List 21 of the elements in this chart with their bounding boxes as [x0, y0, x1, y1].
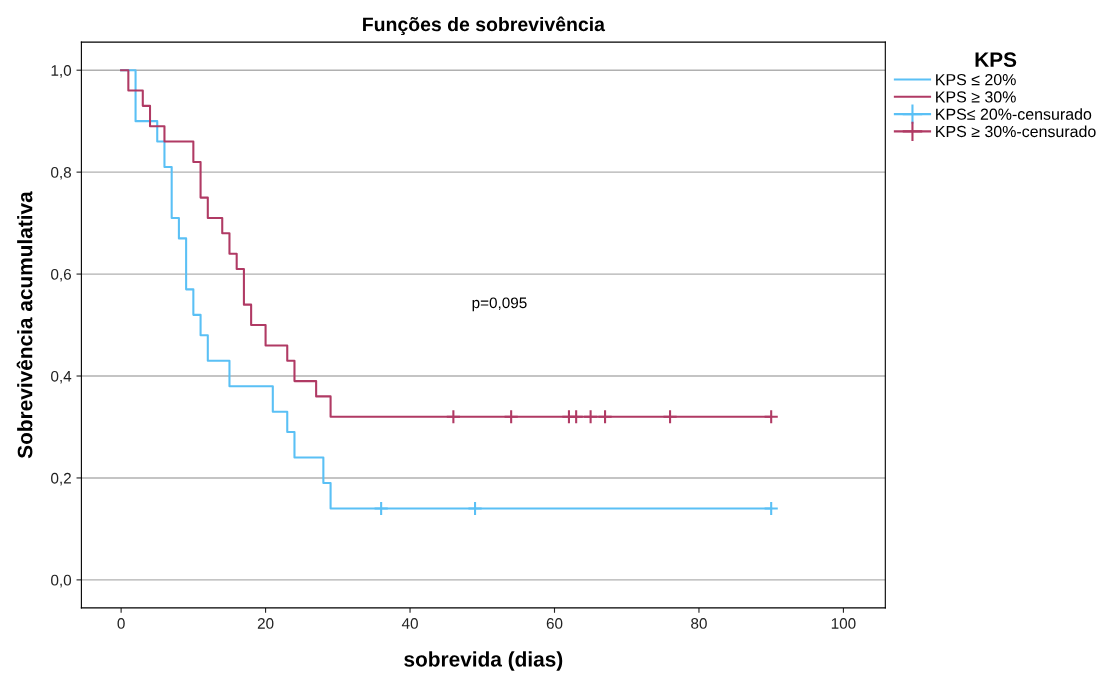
y-tick-label: 1,0 — [51, 65, 72, 78]
y-axis-title: Sobrevivência acumulativa — [16, 191, 33, 459]
annotation: p=0,095 — [472, 297, 527, 312]
y-tick-label: 0,6 — [51, 268, 71, 282]
x-tick-label: 80 — [691, 618, 707, 629]
chart-title: Funções de sobrevivência — [363, 16, 606, 36]
y-tick-label: 0,2 — [51, 472, 71, 486]
x-tick-label: 20 — [257, 618, 274, 629]
legend-label: KPS ≤ 20% — [936, 73, 1016, 86]
y-tick-label: 0,4 — [51, 370, 72, 384]
legend-label: KPS≤ 20%-censurado — [936, 108, 1092, 120]
legend-label: KPS ≥ 30% — [936, 91, 1016, 103]
x-tick-label: 0 — [117, 618, 125, 629]
legend-title: KPS — [975, 52, 1017, 68]
x-axis-title: sobrevida (dias) — [404, 651, 563, 671]
x-tick-label: 100 — [831, 618, 856, 629]
y-tick-label: 0,0 — [51, 574, 72, 588]
legend-label: KPS ≥ 30%-censurado — [936, 125, 1096, 138]
x-tick-label: 40 — [401, 618, 418, 629]
y-tick-label: 0,8 — [51, 167, 72, 180]
x-tick-label: 60 — [546, 618, 563, 629]
